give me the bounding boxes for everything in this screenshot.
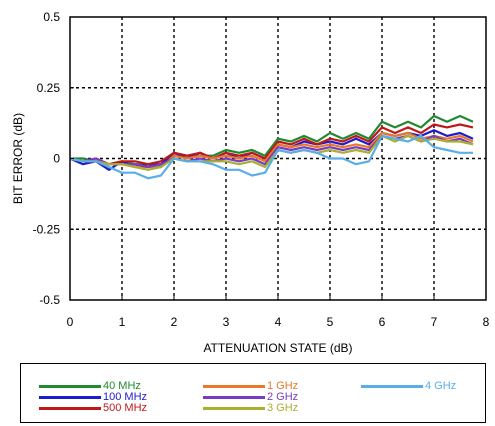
legend-swatch [39, 385, 101, 388]
grid-lines [70, 17, 486, 300]
x-tick-label: 6 [379, 315, 386, 329]
series-line-5 [69, 134, 474, 171]
legend-swatch [203, 407, 265, 410]
y-tick-label: -0.25 [33, 222, 61, 236]
axis-ticks: 0 1 2 3 4 5 6 7 8 -0.5 -0.25 0 0.25 0.5 [33, 10, 490, 329]
legend-label: 40 MHz [103, 380, 141, 392]
y-axis-label: BIT ERROR (dB) [11, 113, 25, 204]
x-tick-label: 8 [483, 315, 490, 329]
line-chart: 0 1 2 3 4 5 6 7 8 -0.5 -0.25 0 0.25 0.5 ATTENUATION S… [11, 10, 490, 355]
legend: 40 MHz 100 MHz 500 MHz 1 GHz 2 GHz 3 GHz… [20, 363, 486, 423]
y-tick-label: 0.5 [43, 10, 60, 24]
legend-label: 3 GHz [267, 402, 299, 414]
legend-swatch [203, 396, 265, 399]
legend-swatch [39, 407, 101, 410]
x-axis-label: ATTENUATION STATE (dB) [203, 341, 352, 355]
legend-label: 2 GHz [267, 391, 299, 403]
x-tick-label: 4 [275, 315, 282, 329]
legend-label: 1 GHz [267, 380, 299, 392]
legend-swatch [39, 396, 101, 399]
y-tick-label: -0.5 [39, 293, 60, 307]
series-line-6 [69, 134, 473, 180]
legend-label: 500 MHz [103, 402, 148, 414]
legend-swatch [361, 385, 423, 388]
x-tick-label: 3 [223, 315, 230, 329]
series-line-2 [69, 123, 474, 166]
y-tick-label: 0.25 [37, 81, 61, 95]
x-tick-label: 7 [431, 315, 438, 329]
series-lines [69, 114, 474, 180]
x-tick-label: 2 [171, 315, 178, 329]
legend-label: 4 GHz [425, 380, 457, 392]
x-tick-label: 0 [67, 315, 74, 329]
y-tick-label: 0 [53, 152, 60, 166]
x-tick-label: 1 [119, 315, 126, 329]
legend-label: 100 MHz [103, 391, 148, 403]
x-tick-label: 5 [327, 315, 334, 329]
legend-swatch [203, 385, 265, 388]
